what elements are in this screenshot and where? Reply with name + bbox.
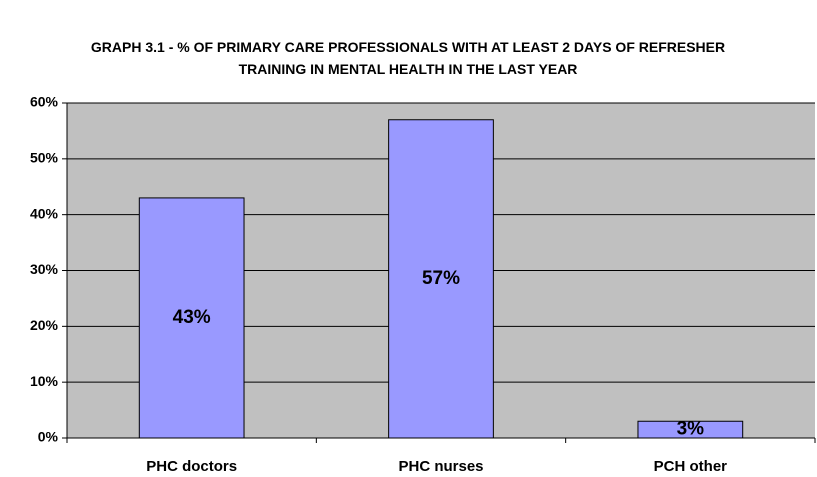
y-tick-label: 0%	[38, 429, 59, 445]
y-tick-label: 20%	[30, 317, 59, 333]
y-tick-label: 40%	[30, 205, 59, 221]
x-tick-label: PHC nurses	[398, 458, 483, 475]
bar	[138, 197, 245, 439]
y-tick-label: 10%	[30, 373, 59, 389]
y-tick-label: 60%	[30, 94, 59, 110]
y-tick-label: 30%	[30, 261, 59, 277]
x-tick-label: PCH other	[654, 458, 728, 475]
data-label: 57%	[422, 268, 460, 289]
y-tick-label: 50%	[30, 150, 59, 166]
bar	[388, 119, 494, 439]
x-tick-label: PHC doctors	[146, 458, 237, 475]
data-label: 3%	[677, 419, 705, 440]
data-label: 43%	[173, 307, 211, 328]
chart-title: GRAPH 3.1 - % OF PRIMARY CARE PROFESSION…	[90, 39, 726, 77]
bar	[637, 420, 744, 439]
